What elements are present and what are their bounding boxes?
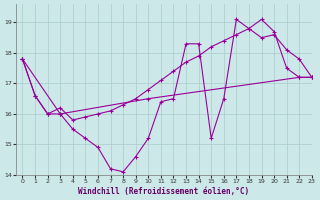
X-axis label: Windchill (Refroidissement éolien,°C): Windchill (Refroidissement éolien,°C) xyxy=(78,187,250,196)
